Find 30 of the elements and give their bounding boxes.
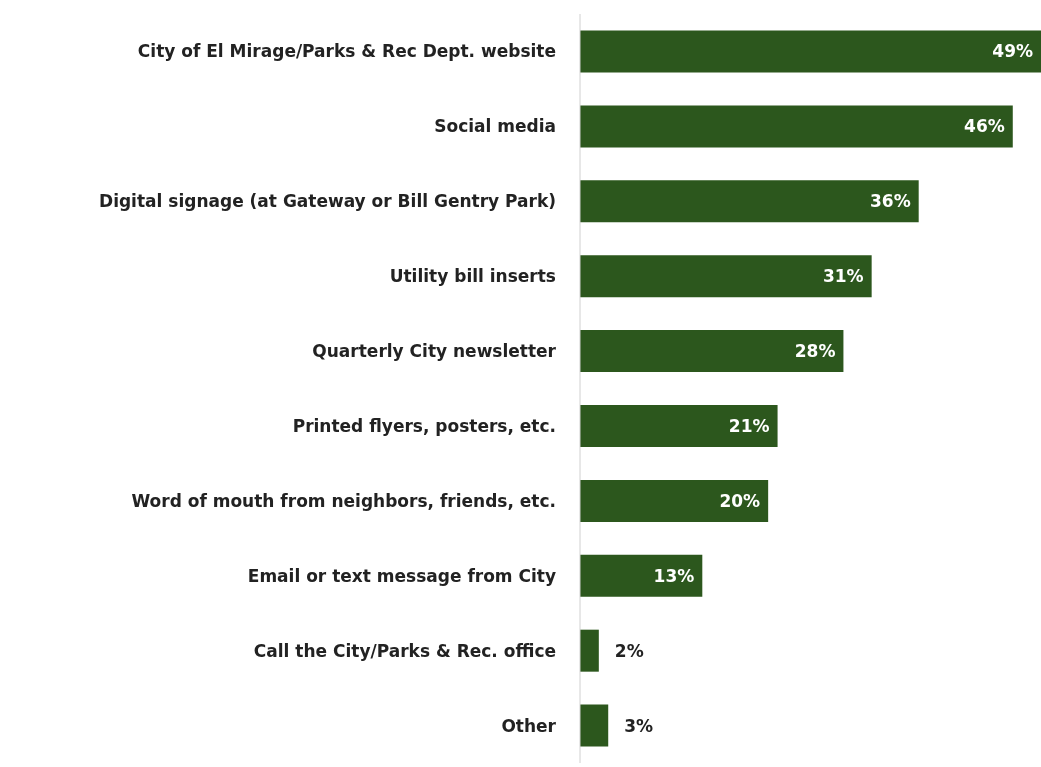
y-tick-label: Utility bill inserts [389,266,556,287]
bar [580,479,769,522]
data-label: 21% [728,415,770,436]
data-label: 28% [794,341,836,362]
y-tick-label: Call the City/Parks & Rec. office [253,640,556,661]
data-label: 3% [624,715,654,736]
y-tick-label: Quarterly City newsletter [312,341,557,362]
bar [580,554,703,597]
bar [580,704,609,747]
y-tick-label: Word of mouth from neighbors, friends, etc. [131,490,556,511]
data-label: 31% [822,266,864,287]
y-tick-label: Digital signage (at Gateway or Bill Gentry Park) [99,191,556,212]
bar [580,629,599,672]
data-label: 49% [992,41,1033,62]
data-label: 2% [614,640,644,661]
bar [580,30,1041,73]
data-label: 20% [719,490,761,511]
bar [580,404,778,447]
y-tick-label: Other [501,715,557,736]
data-label: 36% [869,191,911,212]
y-tick-label: City of El Mirage/Parks & Rec Dept. website [137,41,556,62]
bar [580,330,844,373]
bar [580,180,919,223]
bar [580,105,1013,148]
y-tick-label: Email or text message from City [247,565,556,586]
bar [580,255,872,298]
y-tick-label: Social media [434,116,556,137]
data-label: 46% [964,116,1005,137]
y-tick-label: Printed flyers, posters, etc. [292,415,556,436]
data-label: 13% [653,565,695,586]
